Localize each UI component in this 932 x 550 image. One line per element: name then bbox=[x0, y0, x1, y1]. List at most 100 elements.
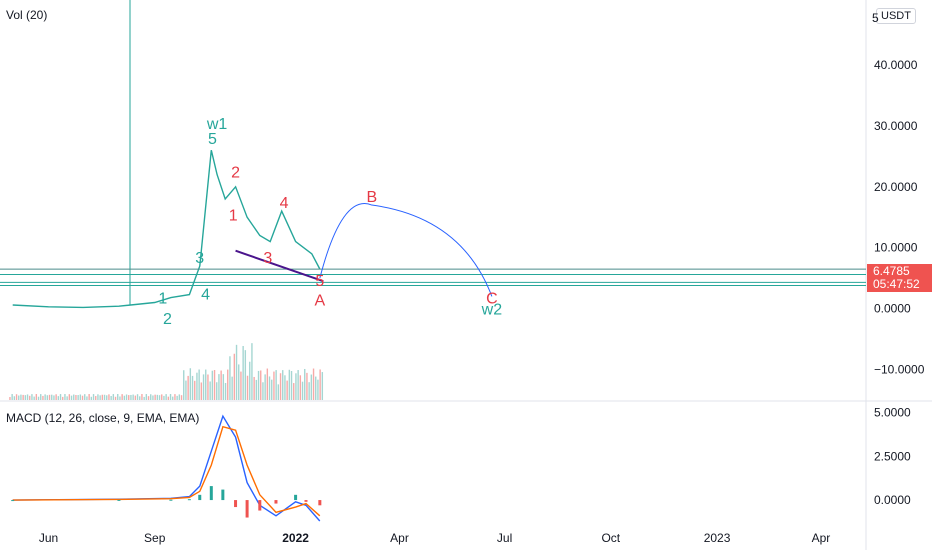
volume-bar-52 bbox=[123, 395, 126, 400]
macd-histogram-bar-9 bbox=[258, 500, 262, 511]
wave-label-5: w1 bbox=[206, 116, 228, 133]
currency-badge[interactable]: USDT bbox=[876, 8, 916, 24]
volume-bar-7 bbox=[24, 395, 27, 400]
volume-bar-2 bbox=[13, 396, 16, 400]
price-axis-tick-5: −10.0000 bbox=[874, 363, 925, 377]
macd-histogram-bar-10 bbox=[274, 500, 278, 504]
volume-bar-69 bbox=[161, 394, 163, 400]
volume-bar-131 bbox=[297, 370, 299, 400]
wave-label-10: 5 bbox=[315, 273, 324, 290]
volume-bar-29 bbox=[73, 394, 75, 400]
volume-bar-78 bbox=[180, 395, 183, 400]
volume-bar-118 bbox=[268, 376, 271, 400]
volume-bar-44 bbox=[106, 395, 108, 400]
volume-bar-97 bbox=[222, 374, 225, 400]
price-axis-tick-2: 20.0000 bbox=[874, 180, 918, 194]
volume-bar-40 bbox=[97, 394, 99, 400]
time-axis-label-6: 2023 bbox=[704, 531, 731, 545]
volume-bar-65 bbox=[152, 395, 154, 400]
volume-bar-115 bbox=[262, 382, 264, 400]
volume-bar-130 bbox=[295, 373, 297, 400]
volume-bar-129 bbox=[293, 383, 295, 400]
volume-bar-79 bbox=[183, 370, 185, 400]
volume-bar-21 bbox=[55, 394, 57, 400]
volume-bar-55 bbox=[130, 394, 132, 400]
price-axis-tick-4: 0.0000 bbox=[874, 302, 911, 316]
abc-projection-curve bbox=[319, 203, 493, 297]
volume-bar-122 bbox=[277, 384, 280, 400]
volume-bar-89 bbox=[205, 369, 207, 400]
volume-bar-95 bbox=[218, 374, 220, 400]
volume-bar-27 bbox=[68, 394, 71, 400]
volume-bar-77 bbox=[178, 394, 181, 400]
volume-bar-112 bbox=[255, 379, 258, 400]
volume-bar-137 bbox=[310, 374, 313, 400]
volume-bar-26 bbox=[66, 396, 68, 400]
time-axis-label-0: Jun bbox=[39, 531, 58, 545]
volume-bar-126 bbox=[286, 380, 288, 400]
volume-bar-136 bbox=[308, 382, 310, 400]
volume-bar-56 bbox=[132, 394, 134, 400]
volume-bar-110 bbox=[251, 343, 253, 400]
volume-bar-85 bbox=[196, 372, 198, 400]
volume-bar-38 bbox=[92, 394, 95, 400]
volume-bar-9 bbox=[29, 395, 31, 400]
volume-bar-123 bbox=[279, 373, 282, 400]
volume-bar-87 bbox=[200, 382, 203, 400]
last-price-tag: 6.4785 05:47:52 bbox=[867, 264, 932, 292]
wave-label-12: B bbox=[366, 189, 377, 206]
volume-bar-108 bbox=[246, 375, 249, 400]
volume-bar-125 bbox=[284, 375, 286, 400]
volume-bar-58 bbox=[136, 394, 139, 400]
volume-bar-116 bbox=[264, 374, 266, 400]
wave-label-7: 2 bbox=[231, 165, 240, 182]
volume-bar-54 bbox=[128, 395, 130, 400]
macd-indicator-label[interactable]: MACD (12, 26, close, 9, EMA, EMA) bbox=[6, 411, 200, 425]
price-axis-tick-1: 30.0000 bbox=[874, 119, 918, 133]
volume-indicator-label[interactable]: Vol (20) bbox=[6, 8, 48, 22]
wave-label-6: 1 bbox=[229, 207, 238, 224]
volume-bar-120 bbox=[273, 371, 275, 400]
volume-bar-124 bbox=[282, 370, 284, 400]
volume-bar-100 bbox=[229, 356, 231, 400]
wave-label-9: 4 bbox=[280, 195, 289, 212]
volume-bar-32 bbox=[79, 394, 82, 400]
volume-bar-16 bbox=[44, 394, 46, 400]
macd-histogram-bar-6 bbox=[221, 489, 225, 501]
volume-bar-98 bbox=[224, 382, 227, 400]
macd-line bbox=[12, 414, 321, 522]
volume-bar-138 bbox=[312, 368, 315, 400]
volume-bar-45 bbox=[108, 394, 110, 400]
volume-bar-66 bbox=[154, 394, 156, 400]
volume-bar-41 bbox=[99, 395, 101, 400]
macd-histogram-bar-5 bbox=[209, 486, 213, 501]
volume-bar-35 bbox=[86, 396, 88, 400]
volume-bar-18 bbox=[48, 394, 51, 400]
volume-bar-81 bbox=[187, 375, 189, 400]
volume-bar-48 bbox=[114, 396, 117, 400]
volume-bar-119 bbox=[271, 379, 273, 400]
volume-bar-121 bbox=[275, 370, 277, 400]
volume-bar-93 bbox=[213, 370, 216, 400]
volume-bar-59 bbox=[139, 396, 141, 400]
macd-histogram-bar-1 bbox=[117, 499, 121, 501]
price-axis-clipped-tick: 5 bbox=[872, 11, 879, 25]
volume-bar-28 bbox=[70, 395, 73, 400]
volume-bar-22 bbox=[57, 396, 60, 400]
volume-bar-15 bbox=[42, 395, 44, 400]
time-axis-label-5: Oct bbox=[601, 531, 620, 545]
wave-label-8: 3 bbox=[263, 250, 272, 267]
volume-bar-135 bbox=[306, 372, 308, 400]
wave-label-2: 3 bbox=[195, 250, 204, 267]
volume-bar-51 bbox=[121, 394, 123, 400]
volume-bar-67 bbox=[156, 394, 159, 400]
wave-label-0: 1 bbox=[158, 291, 167, 308]
volume-bar-1 bbox=[11, 394, 13, 400]
time-axis-label-2: 2022 bbox=[282, 531, 309, 545]
volume-bar-83 bbox=[191, 375, 194, 400]
volume-bar-14 bbox=[40, 394, 42, 400]
volume-bar-4 bbox=[18, 395, 20, 400]
volume-bar-104 bbox=[238, 364, 240, 400]
time-axis-label-3: Apr bbox=[390, 531, 409, 545]
